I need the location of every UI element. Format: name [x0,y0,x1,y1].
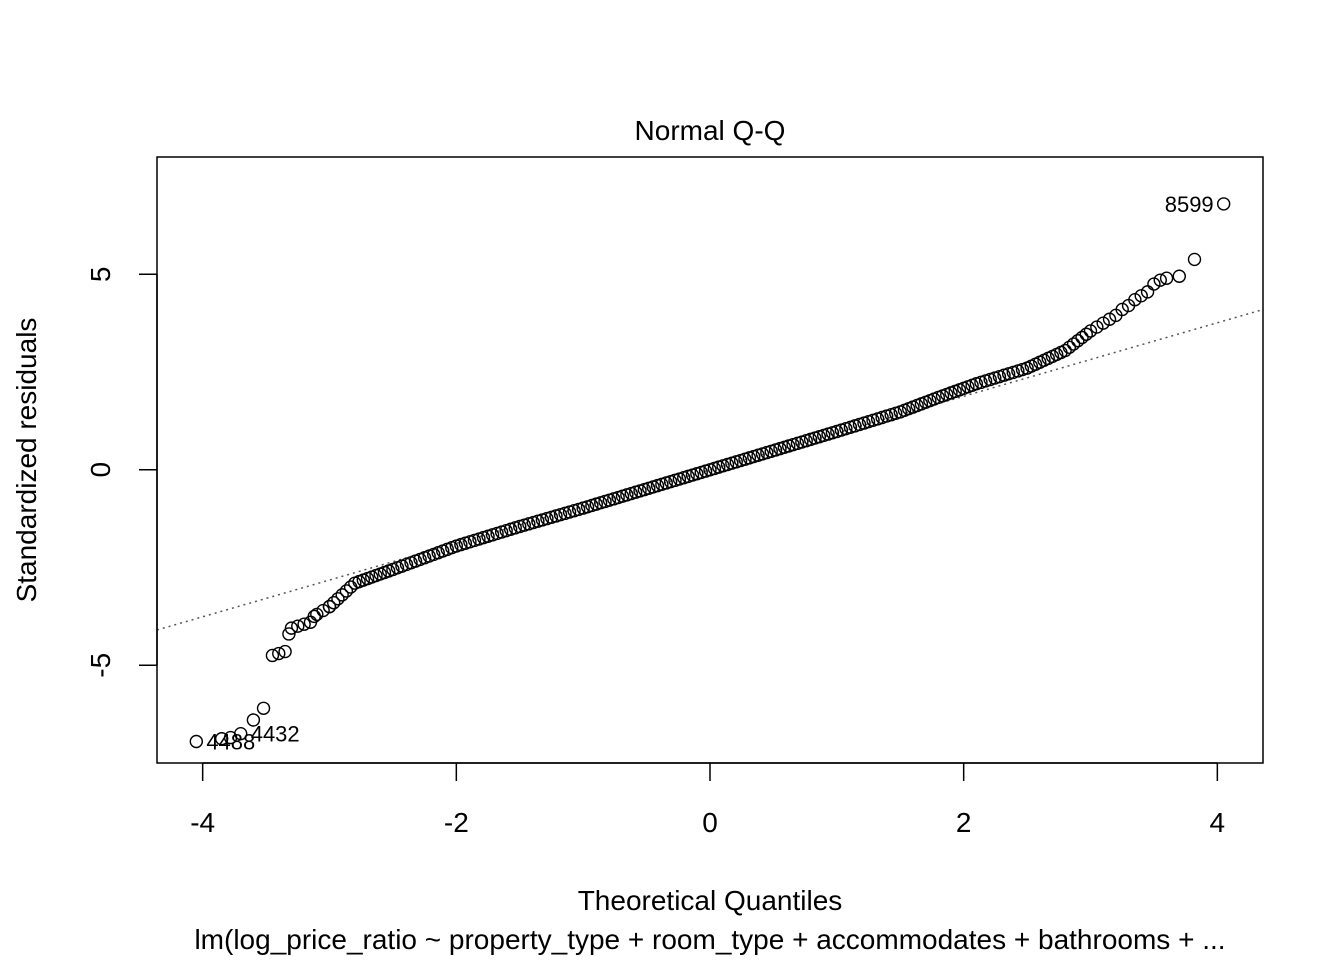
x-tick-label: 4 [1210,807,1226,838]
point-label: 4432 [251,722,300,747]
x-tick-label: 0 [702,807,718,838]
qq-point [331,592,345,606]
y-axis: -5 0 5 [85,267,158,678]
qq-point [284,621,299,635]
x-axis: -4 -2 0 2 4 [190,762,1226,838]
qq-point [189,734,204,749]
points-layer [189,197,1231,749]
qq-reference-line [156,308,1264,631]
chart-subtitle: lm(log_price_ratio ~ property_type + roo… [194,924,1225,955]
point-label: 4488 [206,729,255,754]
y-axis-label: Standardized residuals [11,318,42,603]
qq-point [1071,334,1085,348]
qq-point [1062,340,1077,354]
qq-point [1079,327,1093,341]
x-tick-label: 2 [956,807,972,838]
qq-point [297,617,311,631]
qq-point [1216,197,1231,211]
qq-point [1058,343,1072,358]
x-tick-label: -2 [444,807,469,838]
qq-point [1153,273,1167,287]
x-tick-label: -4 [190,807,215,838]
y-tick-label: -5 [85,653,116,678]
qq-point [265,648,280,663]
qq-point [322,599,337,614]
qq-point [246,713,261,727]
qq-point [1187,252,1202,267]
plot-frame [156,156,1264,764]
point-label: 8599 [1165,192,1214,217]
qq-point [282,627,296,641]
qq-point [335,588,349,602]
qq-point [278,644,292,659]
qq-point [327,596,341,610]
qq-point [1066,337,1081,351]
chart-title: Normal Q-Q [635,115,786,146]
qq-point [272,646,286,661]
qq-point [291,619,305,633]
qq-point [1159,271,1174,285]
qq-point [1172,269,1186,283]
qq-point [214,732,229,746]
reference-line-layer [156,308,1264,631]
x-axis-label: Theoretical Quantiles [578,885,843,916]
qq-point [1075,330,1089,345]
qq-point [234,726,248,741]
qq-point [256,701,271,715]
y-tick-label: 5 [85,267,116,283]
y-tick-label: 0 [85,462,116,478]
qq-point [339,584,354,598]
